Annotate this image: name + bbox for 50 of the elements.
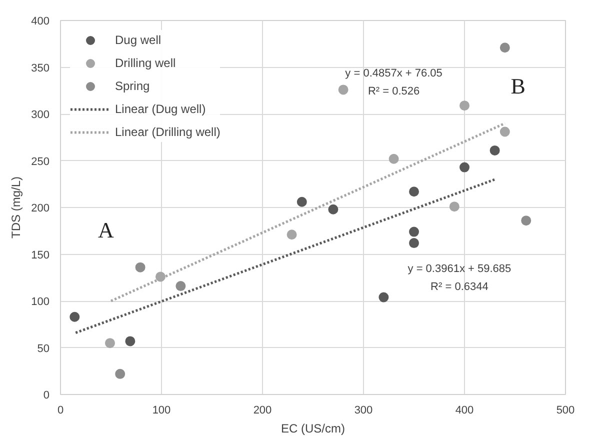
y-tick-label: 350 <box>31 62 50 74</box>
point <box>176 281 186 292</box>
annotation: y = 0.4857x + 76.05 <box>345 68 442 80</box>
x-tick-label: 100 <box>152 404 171 416</box>
y-tick-label: 150 <box>31 249 50 262</box>
point <box>460 162 470 172</box>
point <box>328 204 338 214</box>
annotation: R² = 0.526 <box>368 86 420 98</box>
legend-label: Drilling well <box>115 56 176 70</box>
annotation: R² = 0.6344 <box>430 280 488 293</box>
point <box>490 145 500 156</box>
annotation: y = 0.3961x + 59.685 <box>408 263 512 276</box>
y-tick-label: 400 <box>31 16 50 28</box>
x-tick-label: 0 <box>57 404 64 416</box>
y-tick-label: 200 <box>31 202 50 214</box>
y-tick-label: 50 <box>37 342 50 355</box>
point <box>115 368 126 379</box>
y-tick-label: 250 <box>31 156 50 168</box>
point <box>449 202 460 212</box>
point <box>388 154 399 164</box>
point <box>409 186 419 197</box>
annotation: B <box>510 73 526 98</box>
point <box>500 42 510 53</box>
y-tick-label: 0 <box>43 390 50 402</box>
point <box>296 196 307 207</box>
point <box>70 312 80 322</box>
y-tick-label: 100 <box>31 296 50 308</box>
point <box>409 238 419 248</box>
point <box>409 226 419 237</box>
point <box>125 336 136 346</box>
y-tick-label: 300 <box>31 109 50 121</box>
legend-label: Linear (Dug well) <box>115 102 206 116</box>
point <box>460 100 470 111</box>
y-axis-title: TDS (mg/L) <box>9 176 24 238</box>
x-tick-label: 200 <box>253 404 272 416</box>
x-tick-label: 300 <box>354 404 373 416</box>
legend-label: Linear (Drilling well) <box>115 125 220 139</box>
point <box>286 230 297 240</box>
point <box>378 292 389 302</box>
point <box>500 126 510 137</box>
annotation: A <box>98 217 114 242</box>
point <box>135 262 146 272</box>
x-tick-label: 400 <box>455 404 474 416</box>
point <box>521 216 532 226</box>
point <box>338 84 348 95</box>
point <box>104 338 115 348</box>
x-axis-title: EC (US/cm) <box>281 422 345 436</box>
legend-label: Spring <box>115 79 150 93</box>
legend-label: Dug well <box>115 33 162 47</box>
x-tick-label: 500 <box>556 404 575 416</box>
